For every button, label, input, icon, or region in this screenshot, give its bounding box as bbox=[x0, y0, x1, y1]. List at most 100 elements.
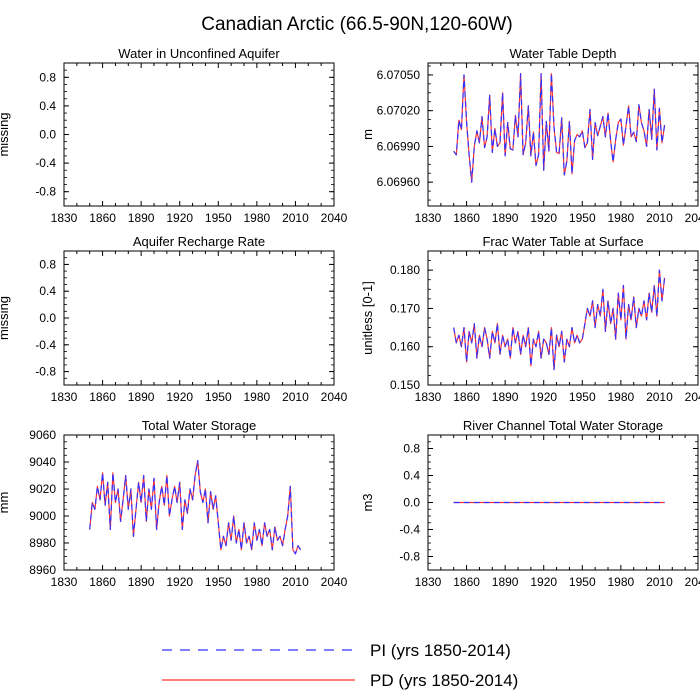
y-tick-label-water-table-depth: 6.07020 bbox=[377, 104, 421, 118]
x-tick-label-aquifer-recharge-rate: 1950 bbox=[205, 390, 232, 404]
x-tick-label-water-in-unconfined-aquifer: 2010 bbox=[282, 211, 309, 225]
y-tick-label-aquifer-recharge-rate: -0.8 bbox=[35, 365, 56, 379]
series-line-pi-frac-water-table-at-surface bbox=[453, 269, 666, 371]
series-line-pi-total-water-storage bbox=[89, 460, 302, 555]
plot-frame-frac-water-table-at-surface bbox=[427, 250, 699, 386]
x-tick-label-water-in-unconfined-aquifer: 1920 bbox=[166, 211, 193, 225]
y-tick-label-river-channel-total-water-storage: 0.4 bbox=[403, 469, 420, 483]
legend: PI (yrs 1850-2014) PD (yrs 1850-2014) bbox=[162, 641, 518, 690]
y-tick-label-total-water-storage: 9060 bbox=[29, 428, 56, 442]
panel-title-river-channel-total-water-storage: River Channel Total Water Storage bbox=[463, 418, 663, 433]
y-axis-label-aquifer-recharge-rate: missing bbox=[0, 296, 11, 340]
y-axis-label-frac-water-table-at-surface: unitless [0-1] bbox=[360, 281, 375, 355]
panel-title-frac-water-table-at-surface: Frac Water Table at Surface bbox=[482, 234, 643, 249]
series-line-pd-frac-water-table-at-surface bbox=[453, 269, 666, 371]
y-axis-label-river-channel-total-water-storage: m3 bbox=[360, 493, 375, 511]
y-tick-label-total-water-storage: 9000 bbox=[29, 509, 56, 523]
x-tick-label-water-in-unconfined-aquifer: 1980 bbox=[244, 211, 271, 225]
y-tick-label-aquifer-recharge-rate: 0.4 bbox=[39, 284, 56, 298]
y-tick-label-water-table-depth: 6.06990 bbox=[377, 139, 421, 153]
legend-label-pi: PI (yrs 1850-2014) bbox=[370, 641, 511, 660]
panel-river-channel-total-water-storage: River Channel Total Water Storage m3 1830 1… bbox=[360, 418, 700, 589]
panel-title-aquifer-recharge-rate: Aquifer Recharge Rate bbox=[133, 234, 265, 249]
plot-frame-river-channel-total-water-storage bbox=[427, 434, 699, 571]
y-tick-label-river-channel-total-water-storage: -0.4 bbox=[399, 523, 420, 537]
y-tick-label-frac-water-table-at-surface: 0.180 bbox=[390, 263, 420, 277]
x-tick-label-river-channel-total-water-storage: 1890 bbox=[492, 575, 519, 589]
panel-total-water-storage: Total Water Storage mm 1830 1860 1890 1920 195… bbox=[0, 418, 348, 589]
x-tick-label-aquifer-recharge-rate: 2010 bbox=[282, 390, 309, 404]
y-tick-label-river-channel-total-water-storage: 0.8 bbox=[403, 442, 420, 456]
x-tick-label-total-water-storage: 1920 bbox=[166, 575, 193, 589]
y-axis-label-water-in-unconfined-aquifer: missing bbox=[0, 112, 11, 156]
y-tick-label-water-table-depth: 6.06960 bbox=[377, 175, 421, 189]
x-tick-label-river-channel-total-water-storage: 2010 bbox=[646, 575, 673, 589]
x-tick-label-aquifer-recharge-rate: 1920 bbox=[166, 390, 193, 404]
series-line-pd-total-water-storage bbox=[89, 460, 302, 555]
x-tick-label-water-table-depth: 1920 bbox=[530, 211, 557, 225]
panel-title-total-water-storage: Total Water Storage bbox=[142, 418, 256, 433]
panel-title-water-in-unconfined-aquifer: Water in Unconfined Aquifer bbox=[118, 46, 280, 61]
x-tick-label-water-in-unconfined-aquifer: 2040 bbox=[321, 211, 348, 225]
x-tick-label-river-channel-total-water-storage: 1950 bbox=[569, 575, 596, 589]
y-tick-label-total-water-storage: 8960 bbox=[29, 563, 56, 577]
x-tick-label-water-in-unconfined-aquifer: 1950 bbox=[205, 211, 232, 225]
y-tick-label-water-in-unconfined-aquifer: 0.0 bbox=[39, 128, 56, 142]
figure-title: Canadian Arctic (66.5-90N,120-60W) bbox=[201, 14, 513, 35]
x-tick-label-aquifer-recharge-rate: 1980 bbox=[244, 390, 271, 404]
plot-frame-water-in-unconfined-aquifer bbox=[63, 62, 335, 207]
y-tick-label-total-water-storage: 9020 bbox=[29, 482, 56, 496]
y-tick-label-river-channel-total-water-storage: -0.8 bbox=[399, 550, 420, 564]
x-tick-label-water-table-depth: 2010 bbox=[646, 211, 673, 225]
x-tick-label-water-in-unconfined-aquifer: 1890 bbox=[128, 211, 155, 225]
x-tick-label-frac-water-table-at-surface: 1920 bbox=[530, 390, 557, 404]
panel-water-table-depth: Water Table Depth m 1830 1860 1890 1920 1950 19… bbox=[360, 46, 700, 225]
panel-title-water-table-depth: Water Table Depth bbox=[510, 46, 617, 61]
x-tick-label-aquifer-recharge-rate: 1860 bbox=[89, 390, 116, 404]
plot-frame-water-table-depth bbox=[427, 62, 699, 207]
x-tick-label-river-channel-total-water-storage: 1830 bbox=[415, 575, 442, 589]
x-tick-label-river-channel-total-water-storage: 1920 bbox=[530, 575, 557, 589]
panel-aquifer-recharge-rate: Aquifer Recharge Rate missing 1830 1860 1890… bbox=[0, 234, 348, 404]
y-tick-label-total-water-storage: 8980 bbox=[29, 536, 56, 550]
x-tick-label-river-channel-total-water-storage: 1980 bbox=[608, 575, 635, 589]
x-tick-label-frac-water-table-at-surface: 1950 bbox=[569, 390, 596, 404]
y-tick-label-water-in-unconfined-aquifer: -0.4 bbox=[35, 156, 56, 170]
x-tick-label-water-table-depth: 1950 bbox=[569, 211, 596, 225]
x-tick-label-river-channel-total-water-storage: 2040 bbox=[685, 575, 700, 589]
y-tick-label-water-in-unconfined-aquifer: 0.8 bbox=[39, 70, 56, 84]
y-axis-label-water-table-depth: m bbox=[360, 129, 375, 140]
plot-frame-aquifer-recharge-rate bbox=[63, 250, 335, 386]
x-tick-label-water-table-depth: 1980 bbox=[608, 211, 635, 225]
x-tick-label-aquifer-recharge-rate: 2040 bbox=[321, 390, 348, 404]
x-tick-label-frac-water-table-at-surface: 1830 bbox=[415, 390, 442, 404]
x-tick-label-water-table-depth: 1860 bbox=[453, 211, 480, 225]
x-tick-label-frac-water-table-at-surface: 2040 bbox=[685, 390, 700, 404]
y-tick-label-frac-water-table-at-surface: 0.160 bbox=[390, 340, 420, 354]
x-tick-label-water-table-depth: 1830 bbox=[415, 211, 442, 225]
x-tick-label-total-water-storage: 1980 bbox=[244, 575, 271, 589]
series-line-pd-water-table-depth bbox=[453, 73, 666, 183]
x-tick-label-total-water-storage: 1830 bbox=[51, 575, 78, 589]
x-tick-label-water-in-unconfined-aquifer: 1860 bbox=[89, 211, 116, 225]
x-tick-label-total-water-storage: 1890 bbox=[128, 575, 155, 589]
y-tick-label-frac-water-table-at-surface: 0.150 bbox=[390, 378, 420, 392]
x-tick-label-water-in-unconfined-aquifer: 1830 bbox=[51, 211, 78, 225]
y-tick-label-water-table-depth: 6.07050 bbox=[377, 68, 421, 82]
panel-water-in-unconfined-aquifer: Water in Unconfined Aquifer missing 1830 18… bbox=[0, 46, 348, 225]
x-tick-label-frac-water-table-at-surface: 1890 bbox=[492, 390, 519, 404]
panels: Water in Unconfined Aquifer missing 1830 18… bbox=[0, 46, 700, 589]
y-tick-label-water-in-unconfined-aquifer: 0.4 bbox=[39, 99, 56, 113]
x-tick-label-total-water-storage: 1860 bbox=[89, 575, 116, 589]
plot-frame-total-water-storage bbox=[63, 434, 335, 571]
x-tick-label-water-table-depth: 1890 bbox=[492, 211, 519, 225]
x-tick-label-aquifer-recharge-rate: 1830 bbox=[51, 390, 78, 404]
x-tick-label-aquifer-recharge-rate: 1890 bbox=[128, 390, 155, 404]
x-tick-label-total-water-storage: 2040 bbox=[321, 575, 348, 589]
y-tick-label-total-water-storage: 9040 bbox=[29, 455, 56, 469]
y-tick-label-aquifer-recharge-rate: 0.0 bbox=[39, 311, 56, 325]
panel-frac-water-table-at-surface: Frac Water Table at Surface unitless [0-1… bbox=[360, 234, 700, 404]
y-tick-label-water-in-unconfined-aquifer: -0.8 bbox=[35, 185, 56, 199]
x-tick-label-river-channel-total-water-storage: 1860 bbox=[453, 575, 480, 589]
